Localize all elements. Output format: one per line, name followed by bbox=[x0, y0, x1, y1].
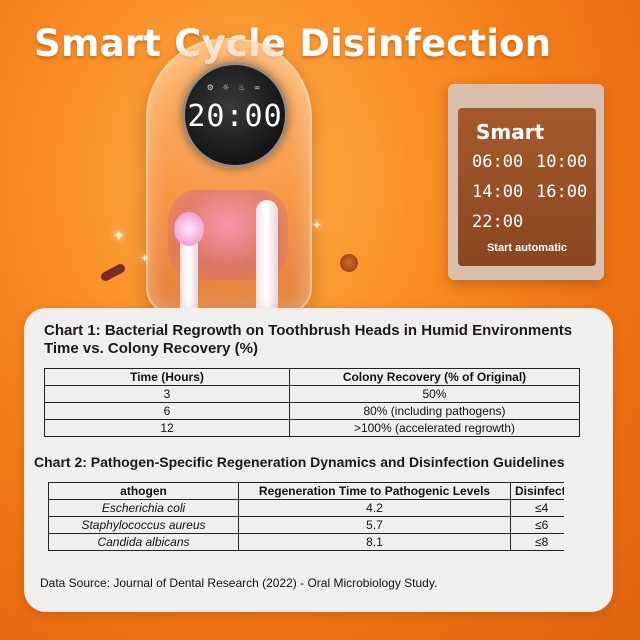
column-header: Time (Hours) bbox=[44, 368, 290, 386]
table-row: Candida albicans 8.1 ≤8 bbox=[48, 533, 564, 551]
table-row: Staphylococcus aureus 5.7 ≤6 bbox=[48, 516, 564, 534]
chart1-title-line1: Chart 1: Bacterial Regrowth on Toothbrus… bbox=[44, 322, 573, 339]
schedule-time: 14:00 bbox=[472, 182, 524, 202]
germ-icon bbox=[340, 254, 358, 272]
column-header: athogen bbox=[48, 482, 239, 500]
table-header-row: Time (Hours) Colony Recovery (% of Origi… bbox=[44, 368, 580, 386]
schedule-title: Smart bbox=[476, 120, 545, 144]
schedule-time: 16:00 bbox=[536, 182, 588, 202]
data-source-note: Data Source: Journal of Dental Research … bbox=[40, 576, 438, 590]
chart2-table-frame: athogen Regeneration Time to Pathogenic … bbox=[48, 482, 564, 554]
table-row: 6 80% (including pathogens) bbox=[44, 402, 580, 420]
column-header: Colony Recovery (% of Original) bbox=[289, 368, 580, 386]
chart1-title-line2: Time vs. Colony Recovery (%) bbox=[44, 340, 258, 357]
table-cell: Staphylococcus aureus bbox=[48, 516, 239, 534]
table-cell: 5.7 bbox=[238, 516, 511, 534]
table-cell: 6 bbox=[44, 402, 290, 420]
table-cell: 8.1 bbox=[238, 533, 511, 551]
bacteria-icon bbox=[99, 262, 127, 283]
device-display-time: 20:00 bbox=[187, 99, 283, 134]
table-cell: >100% (accelerated regrowth) bbox=[289, 419, 580, 437]
chart2-title: Chart 2: Pathogen-Specific Regeneration … bbox=[34, 454, 565, 470]
table-header-row: athogen Regeneration Time to Pathogenic … bbox=[48, 482, 564, 500]
sanitizer-device-illustration: ⚙ ☼ ♨ ∞ 20:00 bbox=[146, 38, 312, 334]
schedule-time: 22:00 bbox=[472, 212, 524, 232]
device-status-icons: ⚙ ☼ ♨ ∞ bbox=[206, 83, 264, 92]
toothbrush-right bbox=[256, 200, 278, 330]
schedule-panel: Smart 06:00 10:00 14:00 16:00 22:00 Star… bbox=[448, 84, 604, 280]
chart1-title: Chart 1: Bacterial Regrowth on Toothbrus… bbox=[44, 322, 604, 358]
table-row: 12 >100% (accelerated regrowth) bbox=[44, 419, 580, 437]
table-cell: ≤6 bbox=[510, 516, 564, 534]
schedule-time: 10:00 bbox=[536, 152, 588, 172]
table-cell: Escherichia coli bbox=[48, 499, 239, 517]
table-row: 3 50% bbox=[44, 385, 580, 403]
sparkle-icon: ✦ bbox=[312, 218, 323, 232]
data-card: Chart 1: Bacterial Regrowth on Toothbrus… bbox=[24, 308, 613, 612]
chart2-table: athogen Regeneration Time to Pathogenic … bbox=[48, 482, 564, 551]
headline: Smart Cycle Disinfection bbox=[34, 22, 552, 65]
schedule-screen: Smart 06:00 10:00 14:00 16:00 22:00 Star… bbox=[458, 108, 596, 266]
schedule-footer: Start automatic bbox=[486, 242, 568, 254]
table-cell: ≤8 bbox=[510, 533, 564, 551]
table-cell: ≤4 bbox=[510, 499, 564, 517]
table-cell: 4.2 bbox=[238, 499, 511, 517]
chart1-table: Time (Hours) Colony Recovery (% of Origi… bbox=[44, 368, 580, 437]
sparkle-icon: ✦ bbox=[140, 252, 150, 265]
table-cell: 3 bbox=[44, 385, 290, 403]
table-row: Escherichia coli 4.2 ≤4 bbox=[48, 499, 564, 517]
sparkle-icon: ✦ bbox=[112, 226, 126, 245]
column-header: Regeneration Time to Pathogenic Levels bbox=[238, 482, 511, 500]
column-header: Disinfecti bbox=[510, 482, 564, 500]
table-cell: Candida albicans bbox=[48, 533, 239, 551]
table-cell: 12 bbox=[44, 419, 290, 437]
toothbrush-head-icon bbox=[174, 212, 204, 246]
table-cell: 80% (including pathogens) bbox=[289, 402, 580, 420]
schedule-time: 06:00 bbox=[472, 152, 524, 172]
table-cell: 50% bbox=[289, 385, 580, 403]
device-display: ⚙ ☼ ♨ ∞ 20:00 bbox=[182, 62, 288, 168]
